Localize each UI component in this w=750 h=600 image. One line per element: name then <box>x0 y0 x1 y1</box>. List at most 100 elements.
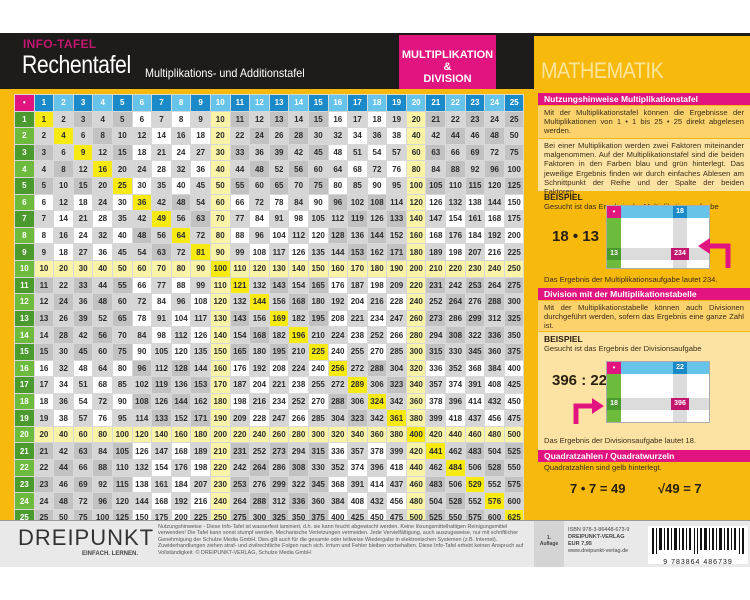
table-cell: 55 <box>111 276 133 295</box>
column-header: 14 <box>288 94 309 112</box>
table-cell: 25 <box>503 110 525 129</box>
table-cell: 336 <box>327 442 349 461</box>
column-header: 23 <box>464 94 486 112</box>
table-cell: 240 <box>249 425 270 444</box>
table-cell: 299 <box>464 309 486 328</box>
table-cell: 143 <box>229 309 251 328</box>
table-cell: 65 <box>268 176 290 195</box>
table-cell: 51 <box>347 143 368 162</box>
table-cell: 230 <box>209 475 231 494</box>
corner-cell: • <box>14 94 35 112</box>
table-row: 12 12 24 36 48 60 72 84 96 108 120 132 144 156 168 180 1… <box>14 293 525 311</box>
table-cell: 306 <box>366 376 388 394</box>
corner-dot: • <box>607 206 621 218</box>
table-cell: 104 <box>268 226 290 245</box>
example2-diagram: • 22 18 396 <box>606 361 710 423</box>
table-cell: 28 <box>151 160 172 178</box>
table-cell: 108 <box>366 193 388 212</box>
example1-result-cell: 234 <box>671 248 689 260</box>
table-cell: 19 <box>33 409 55 427</box>
table-cell: 9 <box>72 143 94 162</box>
table-cell: 115 <box>111 475 133 494</box>
table-cell: 10 <box>209 110 231 129</box>
column-header: 4 <box>92 94 113 112</box>
table-cell: 14 <box>33 326 55 344</box>
table-cell: 44 <box>229 160 251 178</box>
table-cell: 391 <box>464 376 486 394</box>
example2-equation: 396 : 22 <box>552 372 608 389</box>
column-header: 24 <box>484 94 505 112</box>
table-cell: 92 <box>464 160 486 178</box>
table-cell: 187 <box>347 276 368 295</box>
row-header: 18 <box>14 392 35 411</box>
table-cell: 66 <box>445 143 466 162</box>
table-cell: 54 <box>72 392 94 411</box>
table-cell: 144 <box>190 359 211 378</box>
table-cell: 114 <box>131 409 153 427</box>
table-cell: 210 <box>288 342 309 361</box>
table-cell: 13 <box>33 309 55 328</box>
table-cell: 352 <box>445 359 466 378</box>
table-cell: 140 <box>288 259 309 278</box>
table-cell: 27 <box>190 143 211 162</box>
table-cell: 75 <box>503 143 525 162</box>
table-cell: 374 <box>445 376 466 394</box>
table-cell: 150 <box>209 342 231 361</box>
topic-badge-line2: DIVISION <box>423 73 472 85</box>
table-cell: 95 <box>386 176 407 195</box>
table-cell: 20 <box>111 160 133 178</box>
table-cell: 285 <box>386 342 407 361</box>
arrow-right-icon <box>573 398 604 424</box>
table-cell: 60 <box>307 160 329 178</box>
edition-number: 1. <box>546 535 552 541</box>
table-cell: 70 <box>111 326 133 344</box>
table-cell: 19 <box>386 110 407 129</box>
example2-label: BEISPIEL <box>544 334 583 344</box>
table-row: 24 24 48 72 96 120 144 168 192 216 240 264 288 312 336… <box>14 492 525 510</box>
table-cell: 357 <box>425 376 447 394</box>
table-cell: 240 <box>307 359 329 378</box>
table-cell: 40 <box>53 425 74 444</box>
table-cell: 264 <box>229 492 251 510</box>
table-cell: 88 <box>229 226 251 245</box>
table-cell: 456 <box>386 492 407 510</box>
table-cell: 238 <box>347 326 368 344</box>
table-cell: 42 <box>72 326 94 344</box>
table-cell: 150 <box>503 193 525 212</box>
table-cell: 575 <box>503 475 525 494</box>
table-cell: 180 <box>249 342 270 361</box>
table-cell: 160 <box>327 259 349 278</box>
table-cell: 60 <box>249 176 270 195</box>
table-cell: 120 <box>209 293 231 311</box>
table-cell: 4 <box>53 127 74 145</box>
table-cell: 240 <box>327 342 349 361</box>
table-cell: 162 <box>366 243 388 261</box>
table-cell: 36 <box>190 160 211 178</box>
table-cell: 12 <box>72 160 94 178</box>
row-header: 9 <box>14 243 35 261</box>
table-cell: 440 <box>445 425 466 444</box>
table-cell: 36 <box>53 392 74 411</box>
table-cell: 160 <box>209 359 231 378</box>
table-cell: 56 <box>92 326 113 344</box>
table-cell: 34 <box>347 127 368 145</box>
table-cell: 182 <box>268 326 290 344</box>
table-cell: 45 <box>111 243 133 261</box>
table-cell: 6 <box>33 193 55 212</box>
table-cell: 96 <box>170 293 192 311</box>
table-cell: 12 <box>131 127 153 145</box>
isbn: ISBN 978-3-86448-673-9 <box>568 527 630 533</box>
table-cell: 120 <box>111 492 133 510</box>
table-cell: 189 <box>425 243 447 261</box>
table-cell: 247 <box>268 409 290 427</box>
table-cell: 231 <box>229 442 251 461</box>
table-cell: 252 <box>425 293 447 311</box>
table-cell: 76 <box>92 409 113 427</box>
table-cell: 21 <box>33 442 55 461</box>
table-cell: 54 <box>366 143 388 162</box>
table-cell: 48 <box>92 293 113 311</box>
table-cell: 270 <box>366 342 388 361</box>
table-cell: 408 <box>347 492 368 510</box>
table-cell: 22 <box>445 110 466 129</box>
table-row: 17 17 34 51 68 85 102 119 136 153 170 187 204 221 238 2… <box>14 376 525 394</box>
